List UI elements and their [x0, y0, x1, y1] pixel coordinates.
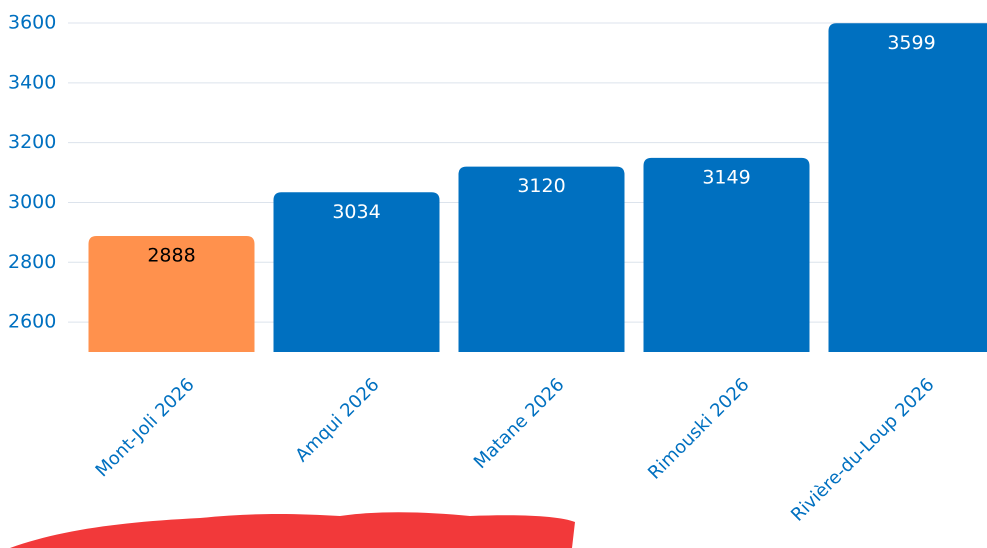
value-label: 3034 [332, 201, 380, 223]
chart: 2600 2800 3000 3200 3400 3600 2888 Mont-Joli 20… [0, 0, 987, 548]
bar [829, 23, 987, 352]
y-tick-label: 2600 [8, 311, 56, 333]
x-tick-label: Amqui 2026 [291, 374, 383, 466]
x-tick-label: Matane 2026 [470, 374, 569, 473]
value-label: 3599 [887, 32, 935, 54]
value-label: 2888 [147, 244, 195, 266]
y-tick-label: 3400 [8, 71, 56, 93]
x-tick-label: Rimouski 2026 [644, 374, 753, 483]
x-tick-label: Mont-Joli 2026 [92, 374, 199, 481]
y-tick-label: 3200 [8, 131, 56, 153]
x-tick-label: Rivière-du-Loup 2026 [787, 374, 938, 525]
decorative-brush [10, 512, 575, 548]
y-tick-label: 3000 [8, 191, 56, 213]
value-label: 3120 [517, 175, 565, 197]
y-tick-label: 2800 [8, 251, 56, 273]
y-tick-label: 3600 [8, 12, 56, 34]
value-label: 3149 [702, 166, 750, 188]
